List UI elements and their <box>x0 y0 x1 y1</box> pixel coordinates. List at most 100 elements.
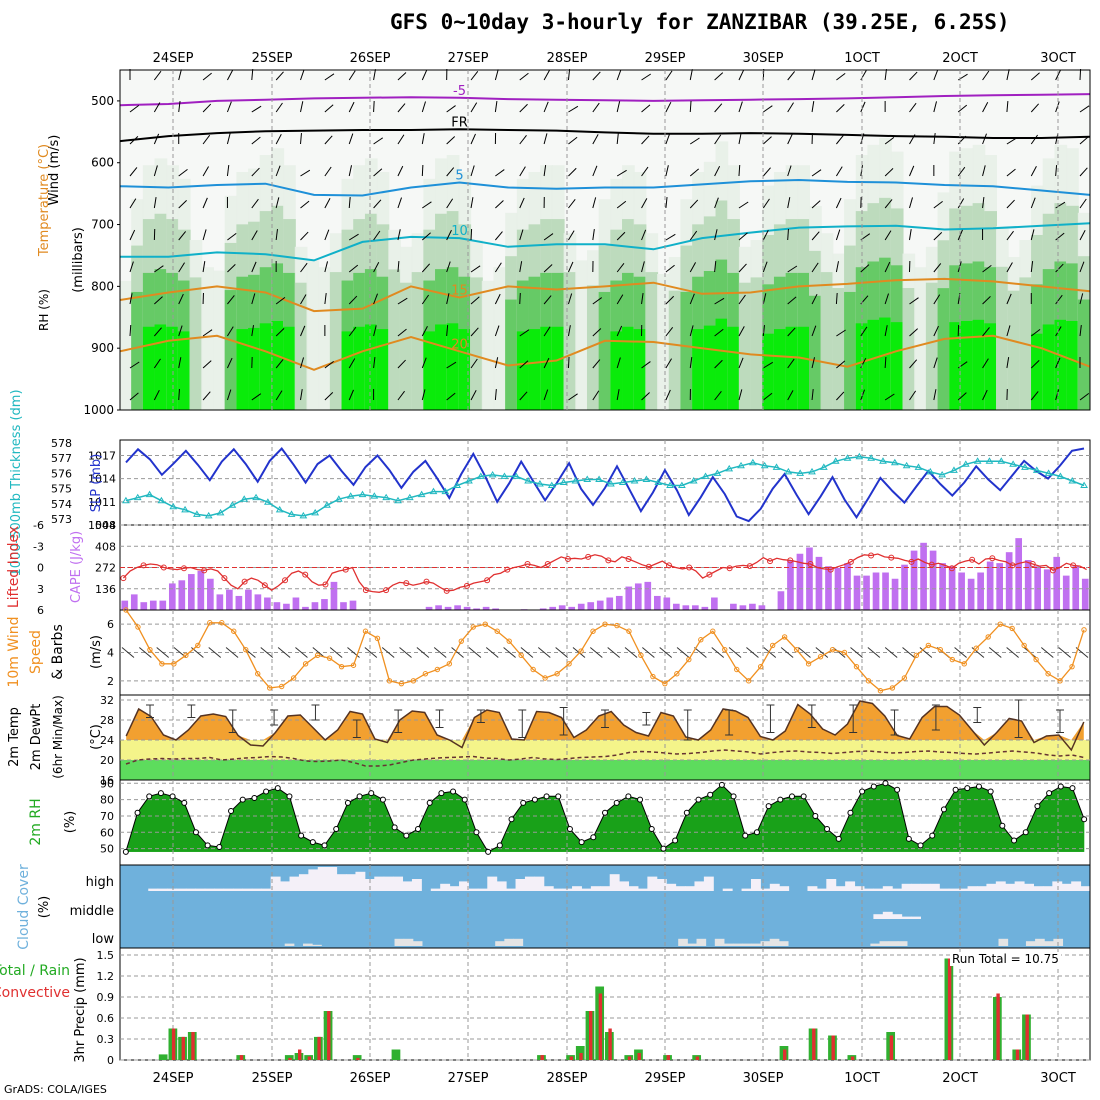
surface-wind-barb <box>746 647 759 658</box>
cloud-cell-high <box>1005 883 1016 891</box>
thickness-tick-label: 574 <box>51 498 72 511</box>
wind-barb <box>421 357 427 369</box>
wind-barb <box>982 358 989 369</box>
rh-cell <box>797 326 811 410</box>
date-label-top: 1OCT <box>844 51 880 66</box>
wind-barb <box>129 198 137 209</box>
wind-barb <box>275 134 282 145</box>
thickness-marker <box>808 467 816 475</box>
rh-marker <box>274 785 281 792</box>
wind-barb <box>689 137 700 145</box>
cloud-cell-high <box>261 888 272 891</box>
cape-bar <box>967 578 975 610</box>
thickness-marker <box>240 495 249 502</box>
slp-tick-label: 1017 <box>88 449 116 462</box>
wind-barb <box>202 134 211 145</box>
rh-cell <box>960 320 974 410</box>
wind-barb <box>153 197 157 209</box>
rh-cell <box>458 329 472 410</box>
thickness-marker <box>1044 469 1053 476</box>
wind-barb <box>568 261 574 273</box>
rh-marker <box>1034 803 1041 810</box>
wind-barb <box>1006 69 1010 81</box>
rh-cell <box>306 260 320 410</box>
cape-bar <box>996 563 1003 610</box>
rh-marker <box>1081 816 1088 823</box>
rh-cell <box>212 270 226 410</box>
wind-barb <box>982 102 989 113</box>
rh-cell <box>259 323 273 410</box>
thickness-marker <box>1032 466 1041 473</box>
rh-marker <box>1011 837 1018 844</box>
lifted-marker <box>423 578 430 585</box>
cloud-cell-low <box>742 943 752 946</box>
wind-barb <box>397 260 400 273</box>
wind-barb <box>641 361 651 369</box>
wind-barb <box>933 294 941 305</box>
rh-marker <box>450 788 457 795</box>
rh-marker <box>543 793 550 800</box>
precip-total-bar <box>352 1055 362 1060</box>
thickness-marker <box>867 454 876 461</box>
rh-cell <box>551 326 565 410</box>
cloud-cell-high <box>440 883 451 891</box>
rh-cell <box>586 285 600 410</box>
cloud-cell-high <box>807 886 818 891</box>
rh-cell <box>540 326 553 410</box>
lifted-marker <box>524 560 531 567</box>
temp-tick-label: 16 <box>100 774 114 787</box>
rh-marker <box>461 796 468 803</box>
wind-barb <box>421 263 431 273</box>
precip-conv-bar <box>598 993 603 1060</box>
cape-bar <box>920 542 927 610</box>
thickness-marker <box>512 472 521 479</box>
cloud-cell-middle <box>911 916 921 919</box>
temp-axis-label-1: 2m Temp <box>7 707 22 767</box>
wind-barb <box>227 263 236 273</box>
wind-barb <box>470 197 474 209</box>
rh-cell <box>142 326 156 410</box>
wind-marker <box>841 649 848 656</box>
wind-barb <box>1055 201 1066 209</box>
wind-barb <box>275 327 285 337</box>
cape-bar <box>863 575 870 610</box>
thickness-marker <box>263 498 272 505</box>
precip-total-bar <box>391 1049 401 1060</box>
lifted-marker <box>585 553 592 560</box>
wind-barb <box>1030 261 1034 273</box>
wind-barb <box>251 325 255 337</box>
cape-bar <box>891 578 899 610</box>
wind-barb <box>227 295 235 305</box>
wind-barb <box>738 201 749 209</box>
wind-barb <box>714 72 724 81</box>
rh-cell <box>283 326 296 410</box>
rh-marker <box>707 791 714 798</box>
thickness-marker <box>961 460 970 467</box>
cloud-cell-high <box>967 886 978 891</box>
wind-marker <box>362 628 369 634</box>
wind-barb <box>1006 262 1013 273</box>
wind-barb <box>1055 294 1063 305</box>
wind-barb <box>446 361 457 369</box>
lifted-marker <box>767 558 774 565</box>
wind-barb <box>470 133 476 145</box>
upper-air-frame <box>119 69 1091 411</box>
slp-tick-label: 1011 <box>88 496 116 509</box>
wind-barb <box>519 135 527 145</box>
rh-cell <box>762 333 775 410</box>
lifted-marker <box>1009 562 1016 569</box>
isotherm-label: 20 <box>451 337 468 352</box>
precip-conv-bar <box>1015 1049 1020 1060</box>
surface-wind-barb <box>312 647 326 658</box>
thickness-tick-label: 576 <box>51 467 72 480</box>
wind-barb <box>397 197 403 209</box>
precip-total-bar <box>284 1055 294 1060</box>
cloud-cell-low <box>284 943 295 946</box>
wind-barb <box>494 293 501 305</box>
rh-marker <box>800 793 807 800</box>
date-label-top: 26SEP <box>350 51 391 66</box>
wind-barb <box>836 391 845 401</box>
thickness-marker <box>571 477 580 484</box>
wind-barb <box>787 390 794 401</box>
rh-cell <box>493 267 507 410</box>
